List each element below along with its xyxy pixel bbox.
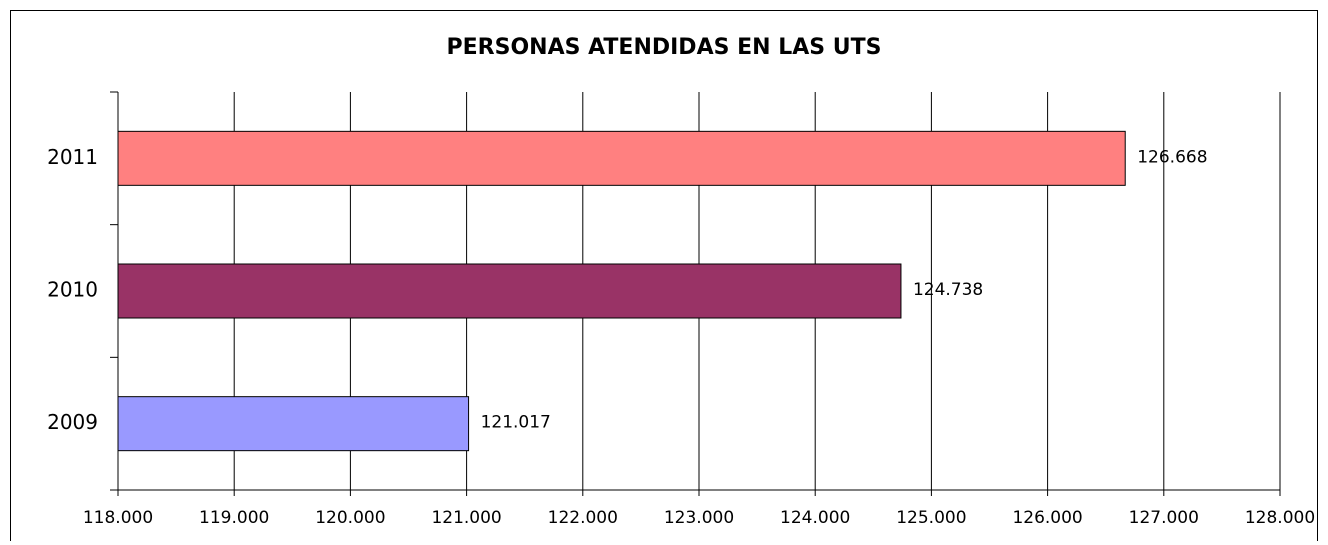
x-tick-label: 121.000 xyxy=(431,508,501,528)
x-tick-label: 120.000 xyxy=(315,508,385,528)
x-tick-label: 118.000 xyxy=(83,508,153,528)
bar xyxy=(117,130,1126,186)
y-tick-label: 2010 xyxy=(47,278,98,302)
y-tick-label: 2009 xyxy=(47,410,98,434)
x-tick-label: 122.000 xyxy=(548,508,618,528)
x-tick-label: 119.000 xyxy=(199,508,269,528)
bar xyxy=(117,263,902,319)
x-tick-label: 128.000 xyxy=(1245,508,1315,528)
data-label: 126.668 xyxy=(1137,147,1207,167)
data-label: 121.017 xyxy=(481,413,551,433)
data-label: 124.738 xyxy=(913,280,983,300)
bar xyxy=(117,396,470,452)
x-tick-label: 125.000 xyxy=(896,508,966,528)
x-tick-label: 123.000 xyxy=(664,508,734,528)
x-tick-label: 127.000 xyxy=(1129,508,1199,528)
x-tick-label: 124.000 xyxy=(780,508,850,528)
x-tick-label: 126.000 xyxy=(1012,508,1082,528)
y-tick-label: 2011 xyxy=(47,145,98,169)
chart-title: PERSONAS ATENDIDAS EN LAS UTS xyxy=(447,35,882,60)
